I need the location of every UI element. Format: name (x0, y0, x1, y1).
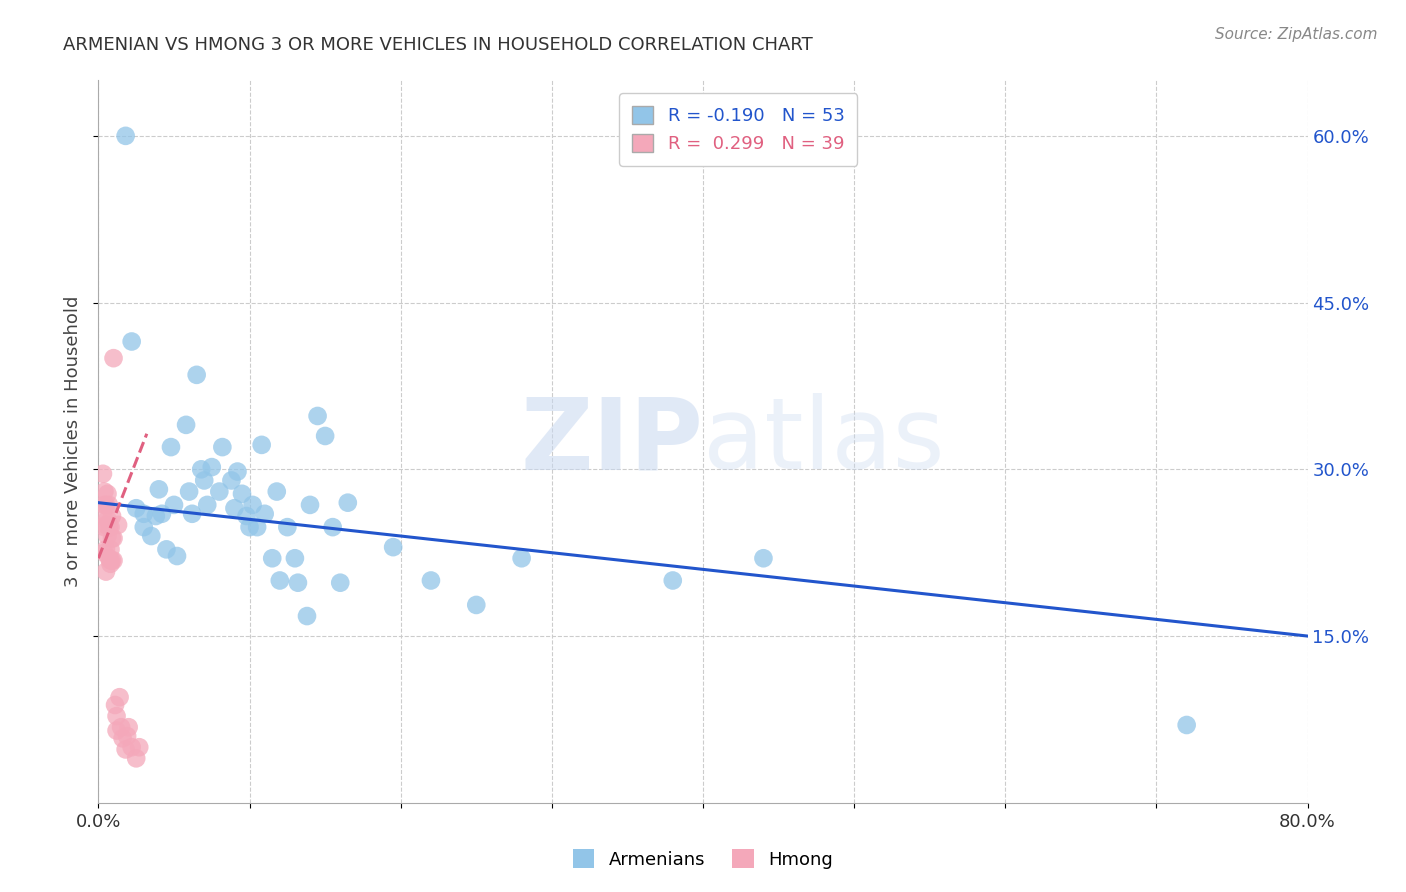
Point (262, 551, 284, 566)
Point (105, 709, 128, 723)
Point (98, 520, 121, 534)
Point (100, 553, 122, 567)
Point (100, 542, 122, 557)
Point (110, 720, 132, 734)
Point (132, 507, 155, 521)
Point (329, 575, 352, 590)
Point (148, 483, 170, 497)
Text: ARMENIAN VS HMONG 3 OR MORE VEHICLES IN HOUSEHOLD CORRELATION CHART: ARMENIAN VS HMONG 3 OR MORE VEHICLES IN … (63, 36, 813, 54)
Point (101, 531, 124, 545)
Point (226, 465, 249, 479)
Point (201, 460, 224, 475)
Point (125, 751, 148, 765)
Point (96, 529, 118, 543)
Point (103, 553, 125, 567)
Point (307, 409, 329, 423)
Point (98, 498, 121, 512)
Point (221, 474, 243, 488)
Point (91, 507, 114, 521)
Point (108, 690, 131, 705)
Point (93, 498, 115, 512)
Point (193, 474, 215, 488)
Point (174, 417, 197, 432)
Point (132, 520, 155, 534)
Point (111, 731, 134, 746)
Point (94, 542, 117, 557)
Point (287, 575, 309, 590)
Point (94, 565, 117, 579)
Point (224, 501, 246, 516)
Point (250, 438, 273, 452)
Text: atlas: atlas (703, 393, 945, 490)
Point (128, 740, 150, 755)
Point (150, 507, 173, 521)
Point (314, 429, 336, 443)
Point (179, 484, 201, 499)
Point (246, 520, 269, 534)
Point (93, 484, 115, 499)
Point (253, 507, 276, 521)
Point (242, 498, 264, 512)
Point (266, 484, 288, 499)
Point (107, 517, 129, 532)
Point (93, 546, 115, 560)
Point (181, 507, 204, 521)
Point (94, 498, 117, 512)
Point (186, 368, 208, 382)
Point (299, 498, 322, 512)
Point (166, 549, 188, 563)
Point (155, 542, 177, 557)
Point (145, 508, 167, 523)
Point (93, 520, 115, 534)
Point (661, 574, 683, 588)
Point (96, 487, 118, 501)
Point (382, 540, 405, 554)
Point (276, 520, 298, 534)
Text: ZIP: ZIP (520, 393, 703, 490)
Point (195, 498, 218, 512)
Point (322, 520, 344, 534)
Point (114, 742, 136, 756)
Point (163, 498, 186, 512)
Point (115, 729, 138, 743)
Point (103, 351, 125, 366)
Point (121, 334, 143, 349)
Legend: R = -0.190   N = 53, R =  0.299   N = 39: R = -0.190 N = 53, R = 0.299 N = 39 (619, 93, 858, 166)
Point (105, 723, 128, 738)
Point (104, 698, 127, 712)
Point (465, 598, 488, 612)
Point (94, 517, 117, 532)
Point (141, 529, 163, 543)
Point (208, 484, 231, 499)
Point (295, 609, 318, 624)
Point (103, 531, 125, 545)
Point (211, 440, 233, 454)
Legend: Armenians, Hmong: Armenians, Hmong (565, 842, 841, 876)
Point (420, 574, 443, 588)
Point (235, 508, 257, 523)
Point (114, 128, 136, 143)
Point (125, 501, 148, 516)
Point (1175, 718, 1198, 732)
Point (100, 557, 122, 571)
Point (118, 720, 141, 734)
Point (91, 467, 114, 481)
Y-axis label: 3 or more Vehicles in Household: 3 or more Vehicles in Household (65, 296, 83, 587)
Point (100, 520, 122, 534)
Point (98, 551, 121, 566)
Point (231, 487, 253, 501)
Point (101, 508, 124, 523)
Point (121, 740, 143, 755)
Point (101, 553, 124, 567)
Point (239, 520, 262, 534)
Text: Source: ZipAtlas.com: Source: ZipAtlas.com (1215, 27, 1378, 42)
Point (96, 512, 118, 526)
Point (336, 496, 359, 510)
Point (752, 551, 775, 566)
Point (190, 462, 212, 476)
Point (269, 574, 291, 588)
Point (284, 551, 307, 566)
Point (510, 551, 533, 566)
Point (160, 440, 183, 454)
